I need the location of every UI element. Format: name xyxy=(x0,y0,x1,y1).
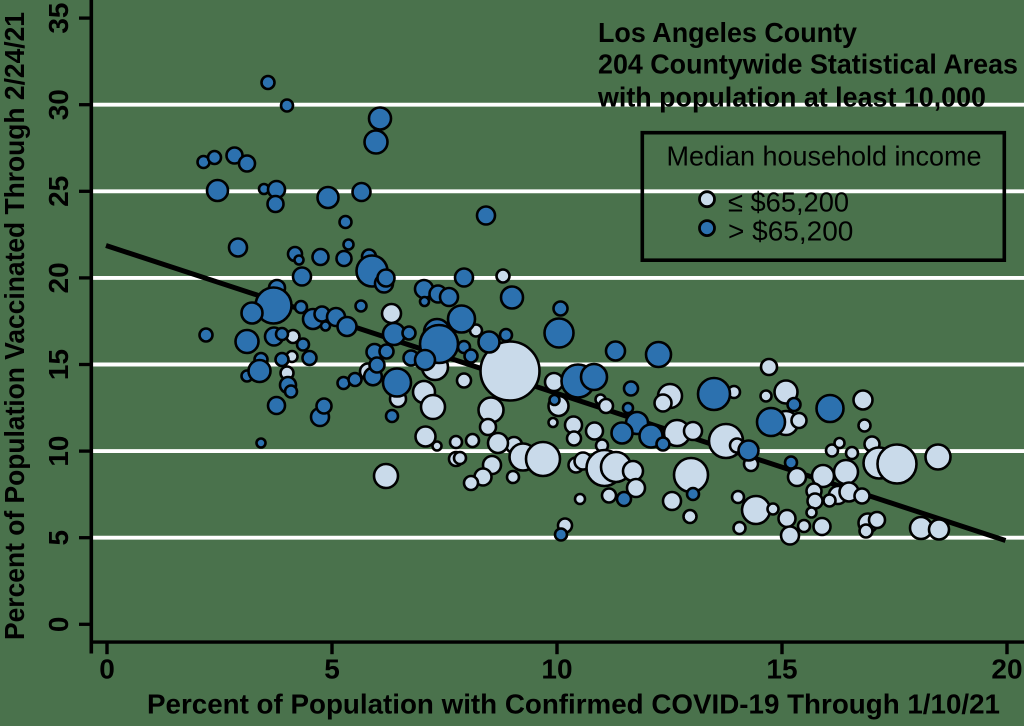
svg-text:15: 15 xyxy=(766,654,797,685)
svg-text:with population at least 10,00: with population at least 10,000 xyxy=(597,82,986,113)
svg-text:10: 10 xyxy=(541,654,572,685)
svg-text:> $65,200: > $65,200 xyxy=(728,215,853,246)
svg-text:204 Countywide Statistical Are: 204 Countywide Statistical Areas xyxy=(598,49,1018,80)
svg-text:35: 35 xyxy=(43,3,74,34)
svg-text:Percent of Population Vaccinat: Percent of Population Vaccinated Through… xyxy=(0,12,30,640)
svg-text:Los Angeles County: Los Angeles County xyxy=(598,17,857,48)
svg-text:15: 15 xyxy=(43,349,74,380)
svg-text:Percent of Population with Con: Percent of Population with Confirmed COV… xyxy=(147,688,1000,719)
svg-text:Median household income: Median household income xyxy=(667,141,982,172)
svg-text:20: 20 xyxy=(43,262,74,293)
svg-text:≤ $65,200: ≤ $65,200 xyxy=(728,187,849,218)
svg-text:30: 30 xyxy=(43,89,74,120)
svg-text:25: 25 xyxy=(43,176,74,207)
svg-text:5: 5 xyxy=(43,530,74,546)
svg-text:0: 0 xyxy=(99,654,115,685)
svg-text:20: 20 xyxy=(991,654,1022,685)
svg-text:0: 0 xyxy=(43,617,74,633)
svg-text:5: 5 xyxy=(324,654,340,685)
svg-text:10: 10 xyxy=(43,436,74,467)
